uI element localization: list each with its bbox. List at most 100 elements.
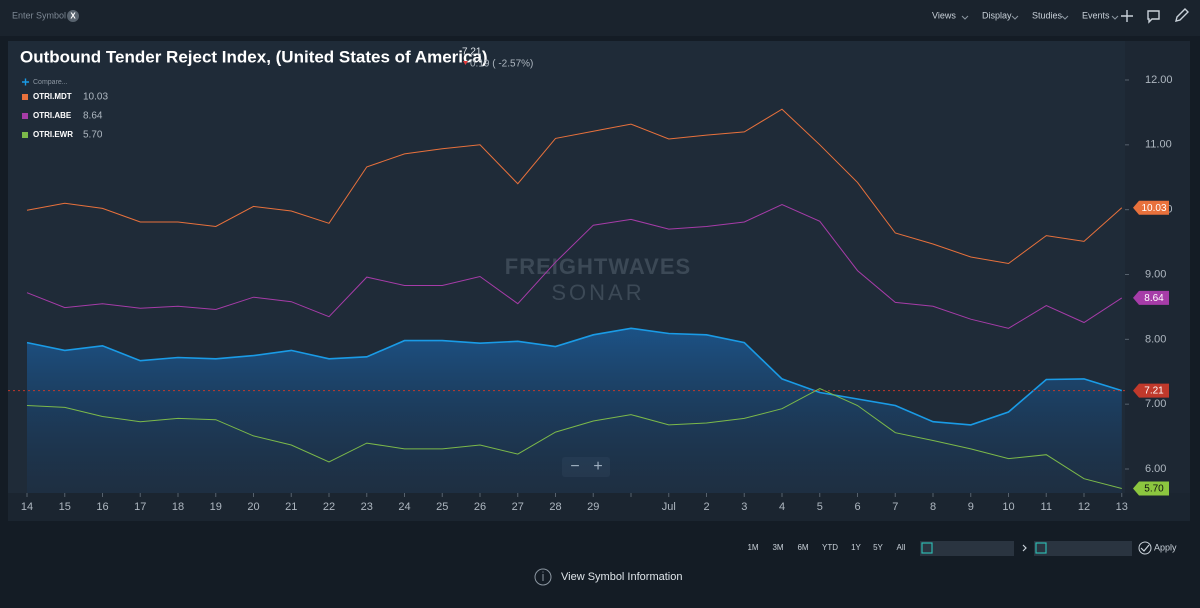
price-tag bbox=[1133, 481, 1169, 496]
top-bar bbox=[0, 0, 1200, 36]
menu[interactable]: Events bbox=[1082, 10, 1110, 20]
x-tick-label: 8 bbox=[930, 501, 936, 513]
price-tag-label: 10.03 bbox=[1141, 203, 1166, 214]
x-tick-label: 14 bbox=[21, 501, 33, 513]
y-tick-label: 8.00 bbox=[1145, 333, 1166, 345]
menu-caret bbox=[1011, 15, 1019, 20]
x-tick-label: 10 bbox=[1002, 501, 1014, 513]
x-tick-label: 26 bbox=[474, 501, 486, 513]
x-axis-band bbox=[8, 493, 1190, 521]
calendar-icon[interactable] bbox=[1035, 542, 1047, 554]
apply-icon[interactable] bbox=[1140, 544, 1150, 552]
menu-caret bbox=[1111, 15, 1119, 20]
clear-button[interactable] bbox=[67, 10, 79, 22]
x-tick-label: 17 bbox=[134, 501, 146, 513]
legend-name: OTRI.EWR bbox=[33, 130, 73, 139]
x-tick-label: 9 bbox=[968, 501, 974, 513]
range-button[interactable]: 1M bbox=[747, 543, 758, 552]
x-tick-label: 25 bbox=[436, 501, 448, 513]
x-tick-label: Jul bbox=[662, 501, 676, 513]
view-symbol-info[interactable]: View Symbol Information bbox=[561, 571, 682, 583]
x-tick-label: 16 bbox=[96, 501, 108, 513]
y-axis-band bbox=[1125, 41, 1190, 493]
x-tick-label: 20 bbox=[247, 501, 259, 513]
menu[interactable]: Studies bbox=[1032, 10, 1063, 20]
series-line bbox=[26, 388, 1122, 489]
x-tick-label: 6 bbox=[854, 501, 860, 513]
x-tick-label: 27 bbox=[512, 501, 524, 513]
x-tick-label: 4 bbox=[779, 501, 785, 513]
arrow-icon bbox=[1022, 544, 1027, 552]
x-tick-label: 12 bbox=[1078, 501, 1090, 513]
menu[interactable]: Views bbox=[932, 10, 956, 20]
price-tag bbox=[1133, 383, 1169, 398]
menu[interactable]: Display bbox=[982, 10, 1012, 20]
x-tick-label: 15 bbox=[59, 501, 71, 513]
price-tag bbox=[1133, 290, 1169, 305]
range-button[interactable]: 6M bbox=[797, 543, 808, 552]
menu-caret bbox=[961, 15, 969, 20]
draw-icon[interactable] bbox=[1175, 8, 1189, 22]
y-tick-label: 9.00 bbox=[1145, 268, 1166, 280]
legend-name: OTRI.ABE bbox=[33, 111, 72, 120]
range-button[interactable]: 5Y bbox=[873, 543, 883, 552]
x-tick-label: 22 bbox=[323, 501, 335, 513]
legend-swatch bbox=[22, 94, 28, 100]
series-line bbox=[26, 203, 1123, 329]
x-tick-label: 29 bbox=[587, 501, 599, 513]
series-area bbox=[27, 328, 1122, 493]
apply-circle[interactable] bbox=[1138, 541, 1152, 555]
x-tick-label: 3 bbox=[741, 501, 747, 513]
x-tick-label: 2 bbox=[703, 501, 709, 513]
comment-icon[interactable] bbox=[1147, 10, 1160, 24]
compare-icon bbox=[22, 78, 29, 86]
y-tick-label: 6.00 bbox=[1145, 463, 1166, 475]
watermark: FREIGHTWAVES bbox=[505, 254, 691, 279]
y-tick-label: 12.00 bbox=[1145, 74, 1173, 86]
legend-swatch bbox=[22, 113, 28, 119]
y-tick-label: 7.00 bbox=[1145, 398, 1166, 410]
price: 7.21 bbox=[462, 47, 482, 58]
legend-swatch bbox=[22, 132, 28, 138]
calendar-icon[interactable] bbox=[921, 542, 933, 554]
x-tick-label: 24 bbox=[398, 501, 410, 513]
x-tick-label: 18 bbox=[172, 501, 184, 513]
price-tag-label: 8.64 bbox=[1144, 293, 1164, 304]
start-date[interactable] bbox=[920, 541, 1014, 556]
compare[interactable]: Compare... bbox=[33, 79, 68, 86]
legend-value: 8.64 bbox=[83, 111, 103, 122]
end-date[interactable] bbox=[1034, 541, 1132, 556]
x-tick-label: 13 bbox=[1116, 501, 1128, 513]
series-line bbox=[26, 327, 1123, 426]
range-button[interactable]: 1Y bbox=[851, 543, 861, 552]
range-button[interactable]: All bbox=[897, 543, 906, 552]
x-tick-label: 11 bbox=[1041, 501, 1052, 513]
apply-button[interactable]: Apply bbox=[1154, 542, 1177, 552]
x-tick-label: 5 bbox=[817, 501, 823, 513]
range-button[interactable]: 3M bbox=[772, 543, 783, 552]
price-tag-label: 5.70 bbox=[1144, 484, 1164, 495]
x-tick-label: 21 bbox=[285, 501, 297, 513]
x-tick-label: 19 bbox=[210, 501, 222, 513]
x-tick-label: 23 bbox=[361, 501, 373, 513]
chart-title: Outbound Tender Reject Index, (United St… bbox=[20, 47, 488, 66]
toolbar-icons[interactable] bbox=[1121, 8, 1189, 24]
info-icon[interactable] bbox=[534, 568, 552, 586]
range-button[interactable]: YTD bbox=[822, 543, 838, 552]
series-line bbox=[26, 108, 1123, 265]
symbol-input[interactable]: Enter Symbol bbox=[12, 10, 66, 20]
price-tag-label: 7.21 bbox=[1144, 386, 1164, 397]
price-tag bbox=[1133, 200, 1169, 215]
legend-value: 5.70 bbox=[83, 130, 103, 141]
legend-name: OTRI.MDT bbox=[33, 92, 72, 101]
x-tick-label: 28 bbox=[549, 501, 561, 513]
clear-label[interactable]: X bbox=[70, 12, 76, 21]
x-tick-label: 7 bbox=[892, 501, 898, 513]
add-icon[interactable] bbox=[1121, 10, 1133, 22]
watermark: SONAR bbox=[551, 280, 644, 305]
y-tick-label: 11.00 bbox=[1145, 139, 1172, 151]
legend-value: 10.03 bbox=[83, 92, 108, 103]
down-arrow bbox=[463, 61, 468, 65]
